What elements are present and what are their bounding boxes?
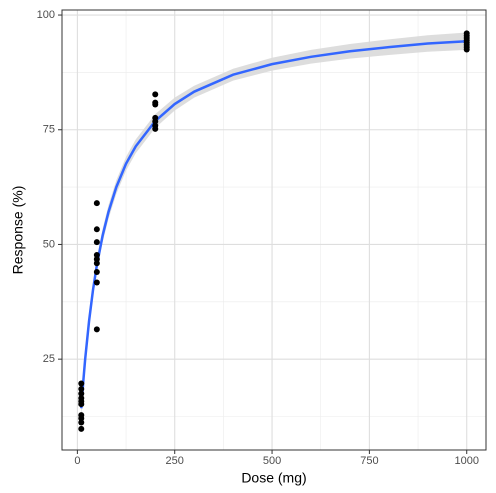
point	[78, 401, 85, 408]
x-axis-title: Dose (mg)	[241, 470, 306, 486]
y-tick-label: 25	[43, 353, 55, 365]
y-axis-title: Response (%)	[10, 186, 26, 275]
point	[152, 125, 159, 132]
point	[463, 46, 470, 53]
point	[93, 279, 100, 286]
point	[93, 239, 100, 246]
x-tick-label: 0	[74, 455, 80, 467]
fit-line	[80, 39, 467, 409]
point	[93, 226, 100, 233]
y-tick-label: 50	[43, 238, 55, 250]
y-tick-label: 75	[43, 124, 55, 136]
point	[78, 425, 85, 432]
y-tick-label: 100	[37, 9, 55, 21]
point	[78, 390, 85, 397]
point	[78, 380, 85, 387]
point	[152, 118, 159, 125]
point	[93, 252, 100, 259]
x-tick-label: 1000	[454, 455, 478, 467]
point	[78, 419, 85, 426]
point	[78, 385, 85, 392]
panel-border	[61, 9, 487, 451]
point	[78, 415, 85, 422]
x-tick-label: 500	[263, 455, 281, 467]
point	[93, 268, 100, 275]
point	[93, 256, 100, 263]
x-tick-label: 750	[360, 455, 378, 467]
point	[152, 91, 159, 98]
point	[93, 260, 100, 267]
point	[93, 326, 100, 333]
point	[93, 200, 100, 207]
point	[152, 101, 159, 108]
x-tick-label: 250	[166, 455, 184, 467]
